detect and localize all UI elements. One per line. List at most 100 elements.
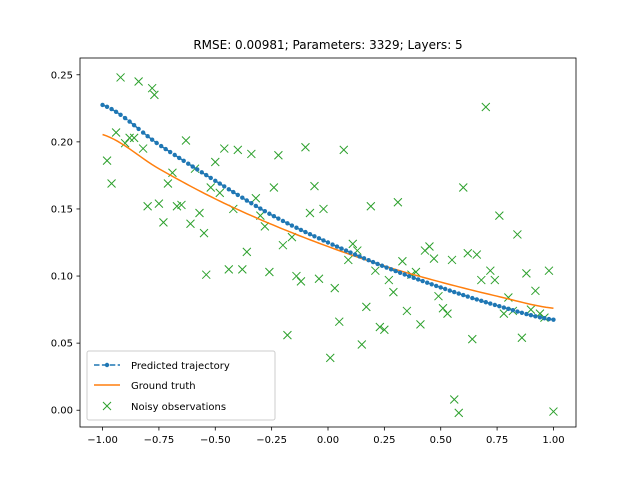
observation-marker-stroke — [138, 144, 148, 153]
predicted-trajectory-point — [235, 192, 241, 198]
predicted-trajectory-point — [267, 211, 272, 216]
observation-marker-stroke — [370, 266, 380, 276]
predicted-trajectory-point — [240, 195, 245, 200]
predicted-trajectory-point — [231, 189, 236, 195]
observation-marker — [485, 266, 495, 276]
observation-marker — [177, 200, 186, 210]
predicted-trajectory-point — [456, 291, 461, 296]
observation-marker-stroke — [296, 277, 306, 286]
observation-marker — [296, 277, 306, 286]
observation-marker — [366, 201, 376, 211]
observation-marker — [125, 133, 134, 143]
x-tick-label: −0.25 — [256, 435, 287, 446]
ground-truth-line — [102, 133, 554, 309]
observation-marker-stroke — [361, 302, 371, 312]
observation-marker — [389, 287, 398, 297]
observation-marker-stroke — [522, 269, 531, 278]
predicted-trajectory-point — [370, 259, 376, 265]
predicted-trajectory-point — [537, 315, 543, 320]
observation-marker — [301, 142, 310, 152]
predicted-trajectory-point — [163, 146, 168, 152]
predicted-trajectory-point — [397, 270, 403, 275]
legend-predicted-label: Predicted trajectory — [131, 361, 230, 372]
observation-marker-stroke — [319, 204, 328, 214]
predicted-trajectory-point — [213, 178, 218, 183]
observation-marker — [147, 83, 157, 93]
predicted-trajectory-point — [542, 316, 547, 321]
observation-marker-stroke — [494, 211, 504, 221]
predicted-trajectory-point — [492, 302, 498, 308]
observation-marker-stroke — [314, 274, 324, 284]
observation-marker-stroke — [485, 266, 495, 276]
observation-marker-stroke — [416, 319, 425, 329]
predicted-trajectory-point — [167, 149, 173, 155]
predicted-trajectory-point — [307, 231, 313, 237]
predicted-trajectory-point — [415, 277, 421, 282]
observation-marker — [425, 242, 434, 251]
predicted-trajectory-point — [208, 175, 213, 181]
observation-marker — [150, 90, 159, 100]
observation-marker-stroke — [438, 303, 448, 313]
predicted-trajectory-point — [488, 301, 493, 306]
observation-marker-stroke — [269, 183, 279, 192]
observation-marker — [438, 303, 448, 313]
predicted-trajectory-point — [429, 282, 434, 287]
predicted-trajectory-point — [294, 225, 299, 230]
predicted-trajectory-point — [154, 140, 159, 146]
predicted-trajectory-point — [334, 244, 340, 249]
observation-marker — [357, 340, 367, 349]
observation-marker-stroke — [357, 340, 367, 349]
observation-marker — [215, 188, 225, 198]
predicted-trajectory-point — [434, 283, 439, 289]
observation-marker-stroke — [384, 275, 394, 285]
observation-marker — [531, 286, 540, 296]
observation-marker-stroke — [163, 179, 173, 188]
observation-marker — [143, 201, 152, 211]
observation-marker-stroke — [206, 183, 216, 192]
observation-marker — [129, 133, 139, 143]
observation-marker-stroke — [531, 286, 540, 296]
predicted-trajectory-point — [501, 305, 507, 310]
predicted-trajectory-point — [343, 248, 349, 253]
observation-marker — [233, 145, 243, 155]
observation-marker — [154, 199, 164, 208]
predicted-trajectory-point — [186, 161, 191, 166]
observation-marker — [517, 333, 527, 343]
observation-marker — [434, 291, 443, 301]
observation-marker-stroke — [260, 222, 270, 231]
legend-truth-label: Ground truth — [131, 381, 196, 392]
observation-marker-stroke — [490, 275, 500, 285]
observation-marker — [472, 250, 482, 259]
x-tick-label: −0.75 — [144, 435, 175, 446]
observation-marker — [325, 353, 335, 363]
observation-marker-stroke — [150, 90, 159, 100]
observation-marker-stroke — [246, 149, 256, 159]
observation-marker — [481, 102, 491, 112]
observation-marker-stroke — [447, 255, 457, 265]
predicted-trajectory-point — [515, 309, 520, 314]
observation-marker-stroke — [237, 264, 247, 274]
predicted-trajectory-point — [393, 268, 398, 274]
predicted-trajectory-point — [195, 167, 200, 172]
predicted-trajectory-point — [217, 181, 222, 186]
predicted-trajectory-point — [551, 317, 556, 322]
predicted-trajectory-point — [366, 258, 371, 263]
observation-marker-stroke — [210, 157, 220, 167]
observation-marker — [398, 256, 407, 266]
observation-marker — [305, 208, 315, 218]
predicted-trajectory-point — [258, 206, 263, 211]
predicted-trajectory-point — [321, 238, 326, 243]
predicted-trajectory-point — [122, 115, 128, 121]
predicted-trajectory-point — [425, 280, 430, 285]
observation-marker-stroke — [186, 219, 195, 229]
observation-marker — [201, 270, 211, 280]
observation-marker — [265, 267, 274, 277]
predicted-trajectory-point — [149, 137, 155, 142]
observation-marker-stroke — [472, 250, 482, 259]
observation-marker — [384, 275, 394, 285]
observation-marker-stroke — [517, 333, 527, 343]
legend-predicted-marker — [104, 362, 110, 368]
observation-marker — [206, 183, 216, 192]
predicted-trajectory-point — [298, 227, 304, 233]
observation-marker — [370, 266, 380, 276]
